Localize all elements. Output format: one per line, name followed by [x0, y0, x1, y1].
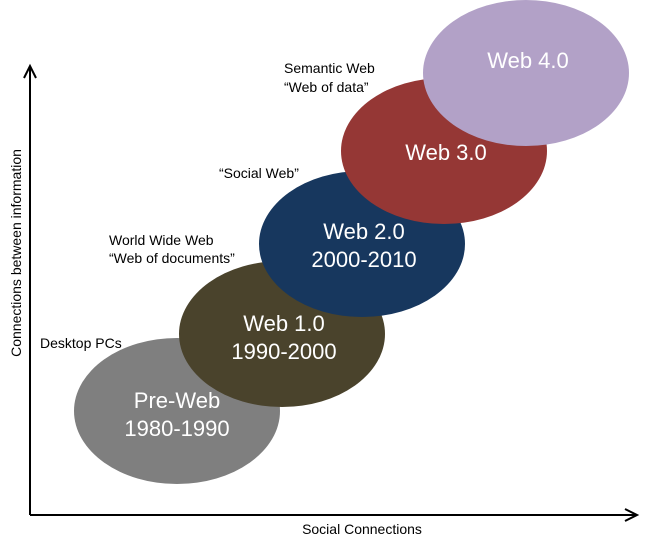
web-1-years: 1990-2000	[231, 339, 336, 364]
stage-web-4	[423, 0, 629, 146]
note-desktop-pcs: Desktop PCs	[40, 335, 122, 351]
note-web-of-data: “Web of data”	[284, 79, 369, 95]
web-2-title: Web 2.0	[323, 219, 405, 244]
y-axis-label: Connections between information	[8, 149, 24, 357]
y-axis-arrowhead	[23, 63, 37, 79]
note-web-of-documents: “Web of documents”	[109, 250, 235, 266]
note-social-web: “Social Web”	[219, 165, 299, 181]
web-4-title: Web 4.0	[487, 48, 569, 73]
x-axis-arrowhead	[624, 508, 640, 522]
ellipse-web-4	[423, 0, 629, 146]
pre-web-title: Pre-Web	[134, 388, 220, 413]
note-semantic-web: Semantic Web	[284, 60, 375, 76]
pre-web-years: 1980-1990	[124, 416, 229, 441]
web-2-years: 2000-2010	[311, 247, 416, 272]
web-3-title: Web 3.0	[405, 140, 487, 165]
x-axis-label: Social Connections	[302, 521, 422, 537]
note-world-wide-web: World Wide Web	[109, 232, 214, 248]
web-1-title: Web 1.0	[243, 311, 325, 336]
